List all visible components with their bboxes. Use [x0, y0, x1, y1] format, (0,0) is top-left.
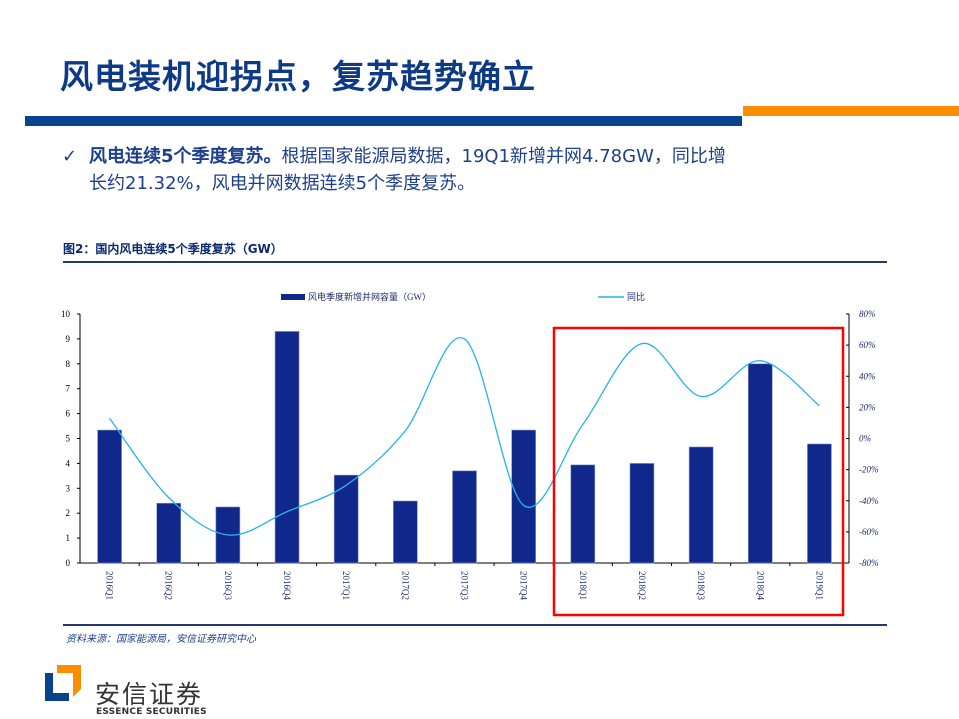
figure-title: 图2：国内风电连续5个季度复苏（GW） — [63, 242, 283, 256]
legend-line-label: 同比 — [627, 291, 645, 302]
x-tick-label: 2016Q2 — [164, 571, 174, 600]
figure-top-rule — [63, 261, 887, 263]
slide-title: 风电装机迎拐点，复苏趋势确立 — [60, 57, 536, 96]
x-tick-label: 2018Q3 — [696, 571, 706, 600]
bar-2018Q3 — [688, 446, 714, 564]
bar-2018Q2 — [629, 463, 655, 564]
x-tick-label: 2016Q3 — [223, 571, 233, 600]
x-tick-label: 2017Q3 — [460, 571, 470, 600]
bullet-point: ✓ 风电连续5个季度复苏。根据国家能源局数据，19Q1新增并网4.78GW，同比… — [62, 143, 912, 197]
left-tick-label: 7 — [66, 384, 71, 394]
x-tick-label: 2018Q1 — [578, 571, 588, 600]
legend-bar-label: 风电季度新增并网容量（GW） — [308, 291, 431, 302]
right-tick-label: -80% — [859, 558, 879, 568]
x-tick-label: 2016Q4 — [282, 571, 292, 600]
logo-text-cn: 安信证券 — [95, 680, 204, 709]
left-tick-label: 8 — [66, 359, 71, 369]
left-tick-label: 10 — [61, 309, 71, 319]
left-tick-label: 0 — [66, 558, 71, 568]
left-tick-label: 2 — [66, 508, 71, 518]
right-tick-label: 40% — [859, 371, 876, 381]
right-tick-label: -40% — [859, 496, 879, 506]
bullet-bold: 风电连续5个季度复苏。 — [89, 146, 282, 167]
check-icon: ✓ — [62, 146, 78, 167]
bar-2017Q2 — [393, 500, 418, 564]
source-note: 资料来源：国家能源局，安信证券研究中心 — [66, 634, 256, 645]
bar-2017Q3 — [452, 470, 477, 564]
left-tick-label: 5 — [66, 434, 71, 444]
right-tick-label: 0% — [859, 434, 871, 444]
bar-2018Q4 — [747, 363, 773, 564]
bar-2016Q2 — [156, 502, 182, 564]
x-tick-label: 2017Q2 — [400, 571, 410, 600]
x-tick-label: 2018Q2 — [637, 571, 647, 600]
right-tick-label: -20% — [859, 465, 879, 475]
title-rule-blue — [25, 116, 742, 126]
title-rule-orange — [743, 106, 959, 116]
right-tick-label: 80% — [859, 309, 876, 319]
company-logo-icon — [45, 665, 81, 701]
x-tick-label: 2019Q1 — [814, 571, 824, 600]
legend-bar-swatch — [281, 294, 305, 300]
bullet-line1: 根据国家能源局数据，19Q1新增并网4.78GW，同比增 — [281, 146, 726, 167]
source-rule — [63, 624, 887, 626]
bullet-line2: 长约21.32%，风电并网数据连续5个季度复苏。 — [89, 173, 476, 194]
bar-2018Q1 — [570, 464, 596, 564]
x-tick-label: 2018Q4 — [755, 571, 765, 600]
bar-2017Q4 — [511, 429, 536, 564]
yoy-line — [109, 336, 820, 536]
x-tick-label: 2016Q1 — [105, 571, 115, 600]
right-tick-label: 20% — [859, 402, 876, 412]
x-tick-label: 2017Q4 — [519, 571, 529, 600]
x-tick-label: 2017Q1 — [341, 571, 351, 600]
bar-2019Q1 — [807, 443, 832, 564]
left-tick-label: 9 — [66, 334, 71, 344]
left-tick-label: 1 — [66, 533, 71, 543]
left-tick-label: 6 — [66, 409, 71, 419]
left-tick-label: 4 — [66, 458, 71, 468]
bar-2016Q1 — [97, 429, 122, 564]
logo-text-en: ESSENCE SECURITIES — [96, 707, 207, 717]
bar-2016Q4 — [274, 331, 300, 564]
left-tick-label: 3 — [66, 483, 71, 493]
highlight-box — [552, 326, 845, 617]
right-tick-label: -60% — [859, 527, 879, 537]
right-tick-label: 60% — [859, 340, 876, 350]
bar-2017Q1 — [333, 474, 359, 564]
